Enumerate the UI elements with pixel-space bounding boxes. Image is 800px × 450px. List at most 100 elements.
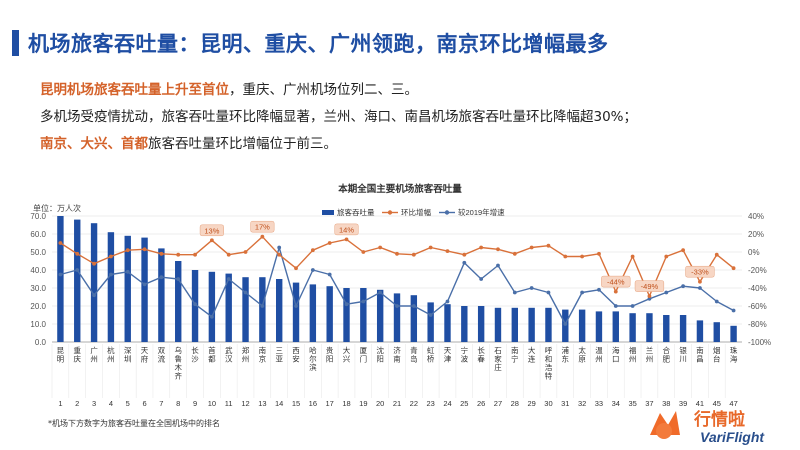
bar-石家庄 xyxy=(494,307,502,342)
point-yoy-青岛 xyxy=(411,304,416,308)
point-mom-宁波 xyxy=(462,252,467,257)
point-mom-青岛 xyxy=(411,252,416,257)
point-yoy-哈尔滨 xyxy=(310,268,315,272)
point-mom-长春 xyxy=(479,245,484,250)
legend-marker-yoy xyxy=(444,210,450,215)
y-left-tick-label: 50.0 xyxy=(30,248,46,257)
x-category-label: 郑州 xyxy=(242,345,250,364)
bar-烟台 xyxy=(713,322,720,342)
point-yoy-沈阳 xyxy=(378,290,383,295)
bar-重庆 xyxy=(74,219,81,342)
point-mom-乌鲁木齐 xyxy=(176,252,181,257)
x-category-label: 太原 xyxy=(578,345,586,364)
bar-杭州 xyxy=(107,232,115,342)
summary-line-3: 南京、大兴、首都旅客吞吐量环比增幅位于前三。 xyxy=(40,135,337,153)
x-category-label: 广州 xyxy=(90,345,98,364)
point-yoy-海口 xyxy=(613,304,618,308)
y-right-tick-label: -80% xyxy=(748,320,767,329)
bar-海口 xyxy=(612,311,619,342)
bar-哈尔滨 xyxy=(309,284,317,342)
y-right-tick-label: 20% xyxy=(748,230,764,239)
x-category-label: 厦门 xyxy=(360,346,368,364)
summary-line-3-rest: 旅客吞吐量环比增幅位于前三。 xyxy=(148,136,337,152)
point-yoy-福州 xyxy=(630,304,635,308)
point-yoy-昆明 xyxy=(58,272,63,277)
x-category-label: 长沙 xyxy=(191,345,199,364)
x-rank-label: 26 xyxy=(477,399,485,408)
y-left-unit-label: 单位：万人次 xyxy=(33,203,81,213)
x-category-label: 武汉 xyxy=(225,345,233,364)
bar-虹桥 xyxy=(427,302,434,342)
point-yoy-大连 xyxy=(529,286,534,290)
x-category-label: 呼和浩特 xyxy=(545,345,553,381)
point-yoy-武汉 xyxy=(226,277,231,281)
bar-银川 xyxy=(679,315,687,342)
y-left-tick-label: 20.0 xyxy=(30,302,46,311)
annotation-box xyxy=(685,265,715,278)
x-category-label: 沈阳 xyxy=(376,345,384,364)
point-yoy-合肥 xyxy=(664,290,669,295)
y-right-tick-label: -20% xyxy=(748,266,767,275)
bar-南宁 xyxy=(511,307,519,342)
x-rank-label: 45 xyxy=(713,399,721,408)
x-rank-label: 17 xyxy=(326,399,334,408)
point-yoy-浦东 xyxy=(563,322,568,326)
point-mom-武汉 xyxy=(226,252,231,257)
x-rank-label: 33 xyxy=(595,399,603,408)
x-rank-label: 5 xyxy=(126,399,130,408)
bar-首都 xyxy=(208,271,216,342)
point-mom-沈阳 xyxy=(378,245,383,250)
x-category-label: 烟台 xyxy=(713,346,721,364)
point-yoy-虹桥 xyxy=(428,313,433,317)
x-rank-label: 4 xyxy=(109,399,113,408)
y-left-tick-label: 70.0 xyxy=(30,212,46,221)
point-yoy-天津 xyxy=(445,299,450,304)
x-category-label: 哈尔滨 xyxy=(309,345,317,372)
point-yoy-烟台 xyxy=(714,299,719,304)
x-category-label: 杭州 xyxy=(107,345,115,364)
x-rank-label: 37 xyxy=(645,399,653,408)
point-mom-双流 xyxy=(159,251,164,256)
y-right-tick-label: 0% xyxy=(748,248,760,257)
point-mom-珠海 xyxy=(731,266,736,271)
x-rank-label: 39 xyxy=(679,399,687,408)
summary-line-2: 多机场受疫情扰动，旅客吞吐量环比降幅显著，兰州、海口、南昌机场旅客吞吐量环比降幅… xyxy=(40,109,638,125)
bar-天府 xyxy=(141,237,148,342)
x-category-label: 南宁 xyxy=(511,345,519,364)
logo-text-cn: 行情啦 xyxy=(693,409,745,429)
x-category-label: 天津 xyxy=(444,346,452,364)
y-left-tick-label: 60.0 xyxy=(30,230,46,239)
x-rank-label: 8 xyxy=(176,399,180,408)
x-rank-label: 12 xyxy=(241,399,249,408)
x-category-label: 大兴 xyxy=(343,345,351,364)
bar-天津 xyxy=(444,304,451,342)
y-right-tick-label: -100% xyxy=(748,338,771,347)
point-mom-大兴 xyxy=(344,237,349,242)
point-yoy-南昌 xyxy=(698,286,702,290)
annotation-label: -49% xyxy=(641,282,659,291)
point-mom-银川 xyxy=(681,248,685,253)
x-rank-label: 20 xyxy=(376,399,384,408)
x-category-label: 温州 xyxy=(595,346,603,364)
variflight-logo: 行情啦 VariFlight xyxy=(650,409,765,445)
bar-宁波 xyxy=(461,306,468,342)
point-mom-海口 xyxy=(613,289,618,294)
summary-line-3-highlight: 南京、大兴、首都 xyxy=(40,136,148,152)
x-category-label: 天府 xyxy=(141,346,149,364)
x-rank-label: 6 xyxy=(142,399,146,408)
bar-珠海 xyxy=(730,325,737,342)
point-yoy-温州 xyxy=(597,287,601,292)
point-mom-温州 xyxy=(597,251,601,256)
point-mom-杭州 xyxy=(109,254,113,259)
x-category-label: 福州 xyxy=(629,346,637,364)
x-category-label: 双流 xyxy=(158,346,166,364)
legend-swatch-bars xyxy=(322,210,334,215)
x-category-label: 大连 xyxy=(528,345,536,364)
point-yoy-乌鲁木齐 xyxy=(176,277,181,281)
legend-label-mom: 环比增幅 xyxy=(401,207,431,217)
page-title: 机场旅客吞吐量：昆明、重庆、广州领跑，南京环比增幅最多 xyxy=(28,32,609,56)
x-category-label: 贵阳 xyxy=(326,345,334,364)
point-yoy-呼和浩特 xyxy=(546,290,551,295)
point-yoy-大兴 xyxy=(344,302,349,307)
summary-line-1-rest: ，重庆、广州机场位列二、三。 xyxy=(229,82,418,98)
